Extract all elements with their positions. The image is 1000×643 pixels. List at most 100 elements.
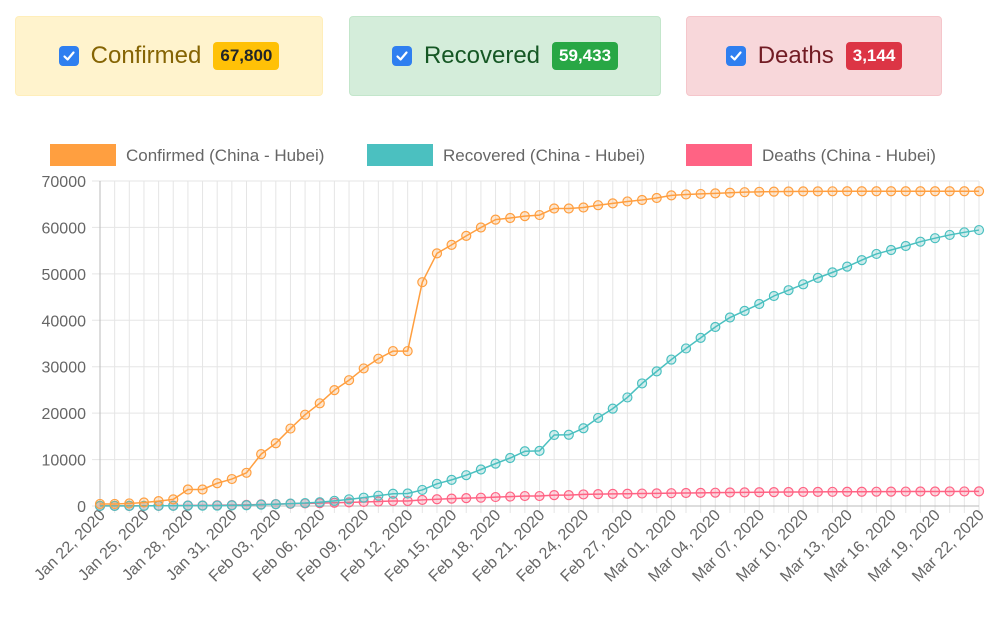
data-point[interactable] xyxy=(783,285,794,296)
data-point[interactable] xyxy=(959,227,970,238)
data-point[interactable] xyxy=(387,345,399,357)
data-point[interactable] xyxy=(768,186,780,197)
data-point[interactable] xyxy=(885,486,897,497)
data-point[interactable] xyxy=(387,488,399,499)
data-point[interactable] xyxy=(842,186,853,197)
data-point[interactable] xyxy=(578,423,589,434)
data-point[interactable] xyxy=(885,186,897,197)
data-point[interactable] xyxy=(475,222,486,233)
data-point[interactable] xyxy=(827,186,838,197)
data-point[interactable] xyxy=(929,233,941,244)
data-point[interactable] xyxy=(578,202,589,213)
data-point[interactable] xyxy=(885,244,897,256)
data-point[interactable] xyxy=(812,186,823,197)
legend-label[interactable]: Recovered (China - Hubei) xyxy=(443,146,645,165)
data-point[interactable] xyxy=(387,495,399,507)
data-point[interactable] xyxy=(490,491,501,503)
data-point[interactable] xyxy=(944,229,955,241)
data-point[interactable] xyxy=(94,498,106,510)
data-point[interactable] xyxy=(636,378,648,389)
confirmed-checkbox[interactable] xyxy=(58,46,79,66)
data-point[interactable] xyxy=(900,240,911,252)
data-point[interactable] xyxy=(285,498,296,509)
legend-swatch[interactable] xyxy=(50,144,116,166)
data-point[interactable] xyxy=(929,486,941,497)
data-point[interactable] xyxy=(461,230,472,241)
data-point[interactable] xyxy=(300,409,311,420)
data-point[interactable] xyxy=(798,486,809,498)
data-point[interactable] xyxy=(724,187,736,198)
data-point[interactable] xyxy=(534,209,545,221)
data-point[interactable] xyxy=(768,290,780,302)
data-point[interactable] xyxy=(549,490,560,501)
data-point[interactable] xyxy=(622,488,633,499)
data-point[interactable] xyxy=(651,488,662,499)
data-point[interactable] xyxy=(300,497,311,509)
data-point[interactable] xyxy=(124,498,135,509)
data-point[interactable] xyxy=(724,312,736,323)
data-point[interactable] xyxy=(241,500,252,511)
data-point[interactable] xyxy=(783,186,794,197)
data-point[interactable] xyxy=(109,498,120,510)
data-point[interactable] xyxy=(314,497,325,508)
data-point[interactable] xyxy=(402,488,413,499)
data-point[interactable] xyxy=(505,452,516,464)
data-point[interactable] xyxy=(446,493,457,504)
data-point[interactable] xyxy=(549,429,560,441)
data-point[interactable] xyxy=(871,486,882,497)
data-point[interactable] xyxy=(636,488,648,499)
data-point[interactable] xyxy=(695,332,706,343)
data-point[interactable] xyxy=(622,196,633,207)
data-point[interactable] xyxy=(651,366,662,377)
data-point[interactable] xyxy=(607,198,618,209)
data-point[interactable] xyxy=(402,495,413,507)
data-point[interactable] xyxy=(739,487,750,498)
data-point[interactable] xyxy=(197,484,208,495)
data-point[interactable] xyxy=(710,487,721,498)
data-point[interactable] xyxy=(915,236,926,247)
data-point[interactable] xyxy=(695,188,706,200)
data-point[interactable] xyxy=(959,486,970,497)
data-point[interactable] xyxy=(446,474,457,485)
data-point[interactable] xyxy=(417,277,428,288)
data-point[interactable] xyxy=(373,490,384,501)
data-point[interactable] xyxy=(358,363,369,374)
data-point[interactable] xyxy=(343,375,355,386)
recovered-checkbox[interactable] xyxy=(391,46,412,66)
data-point[interactable] xyxy=(959,186,970,197)
data-point[interactable] xyxy=(519,210,530,222)
data-point[interactable] xyxy=(475,464,486,475)
data-point[interactable] xyxy=(754,186,765,197)
data-point[interactable] xyxy=(695,487,706,498)
data-point[interactable] xyxy=(944,486,955,497)
data-point[interactable] xyxy=(490,214,501,225)
data-point[interactable] xyxy=(607,403,618,414)
data-point[interactable] xyxy=(915,186,926,197)
data-point[interactable] xyxy=(856,186,867,197)
data-point[interactable] xyxy=(138,497,150,508)
data-point[interactable] xyxy=(563,429,574,440)
data-point[interactable] xyxy=(475,492,486,503)
data-point[interactable] xyxy=(973,486,985,497)
data-point[interactable] xyxy=(651,192,662,204)
data-point[interactable] xyxy=(871,248,882,260)
data-point[interactable] xyxy=(856,255,867,266)
data-point[interactable] xyxy=(461,493,472,504)
data-point[interactable] xyxy=(929,186,941,197)
data-point[interactable] xyxy=(270,499,281,510)
data-point[interactable] xyxy=(622,392,633,403)
data-point[interactable] xyxy=(182,484,193,495)
data-point[interactable] xyxy=(314,398,325,409)
data-point[interactable] xyxy=(270,438,281,449)
data-point[interactable] xyxy=(343,494,355,505)
legend-swatch[interactable] xyxy=(367,144,433,166)
data-point[interactable] xyxy=(256,499,267,510)
data-point[interactable] xyxy=(446,239,457,250)
data-point[interactable] xyxy=(578,489,589,500)
data-point[interactable] xyxy=(373,353,384,364)
data-point[interactable] xyxy=(285,423,296,434)
data-point[interactable] xyxy=(226,473,237,485)
data-point[interactable] xyxy=(827,267,838,278)
data-point[interactable] xyxy=(534,490,545,502)
data-point[interactable] xyxy=(329,495,340,506)
